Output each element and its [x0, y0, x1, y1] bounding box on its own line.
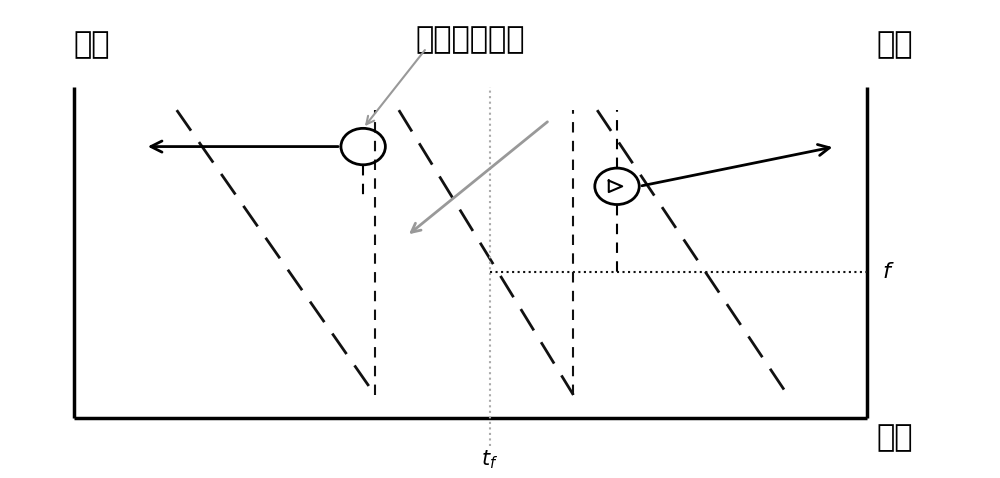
Text: 时间: 时间 — [877, 423, 913, 452]
Text: 侦测得的信号: 侦测得的信号 — [416, 25, 525, 54]
Text: $t_f$: $t_f$ — [481, 448, 499, 471]
Text: $f$: $f$ — [882, 262, 894, 282]
Text: 频率: 频率 — [877, 31, 913, 59]
Text: 幅度: 幅度 — [74, 31, 110, 59]
